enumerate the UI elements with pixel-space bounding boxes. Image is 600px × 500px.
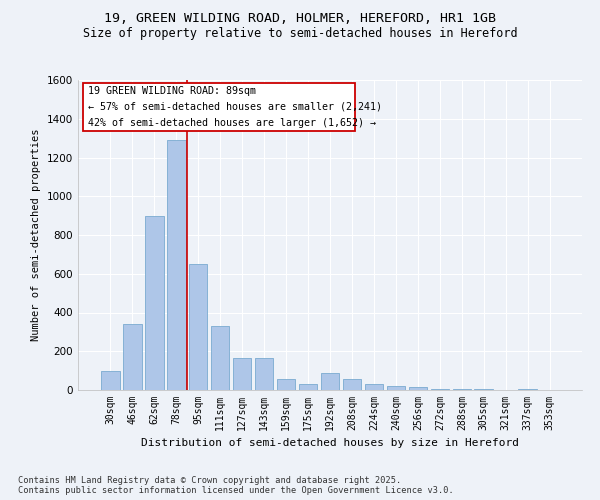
Bar [233,358,251,390]
Bar [189,264,208,390]
Bar [101,370,119,390]
Bar [145,216,164,390]
Bar [475,389,493,390]
Bar [123,324,142,390]
Text: ← 57% of semi-detached houses are smaller (2,241): ← 57% of semi-detached houses are smalle… [88,102,382,112]
Bar [299,384,317,390]
Text: 42% of semi-detached houses are larger (1,652) →: 42% of semi-detached houses are larger (… [88,118,376,128]
Bar [452,389,471,390]
Text: Contains HM Land Registry data © Crown copyright and database right 2025.
Contai: Contains HM Land Registry data © Crown c… [18,476,454,495]
Bar [518,389,537,390]
Text: 19 GREEN WILDING ROAD: 89sqm: 19 GREEN WILDING ROAD: 89sqm [88,86,256,96]
X-axis label: Distribution of semi-detached houses by size in Hereford: Distribution of semi-detached houses by … [141,438,519,448]
FancyBboxPatch shape [83,83,355,131]
Bar [211,326,229,390]
Bar [343,380,361,390]
Bar [320,372,340,390]
Y-axis label: Number of semi-detached properties: Number of semi-detached properties [31,128,41,341]
Bar [255,358,274,390]
Bar [409,387,427,390]
Bar [167,140,185,390]
Bar [365,384,383,390]
Text: Size of property relative to semi-detached houses in Hereford: Size of property relative to semi-detach… [83,28,517,40]
Bar [277,380,295,390]
Bar [431,389,449,390]
Bar [386,386,405,390]
Text: 19, GREEN WILDING ROAD, HOLMER, HEREFORD, HR1 1GB: 19, GREEN WILDING ROAD, HOLMER, HEREFORD… [104,12,496,26]
